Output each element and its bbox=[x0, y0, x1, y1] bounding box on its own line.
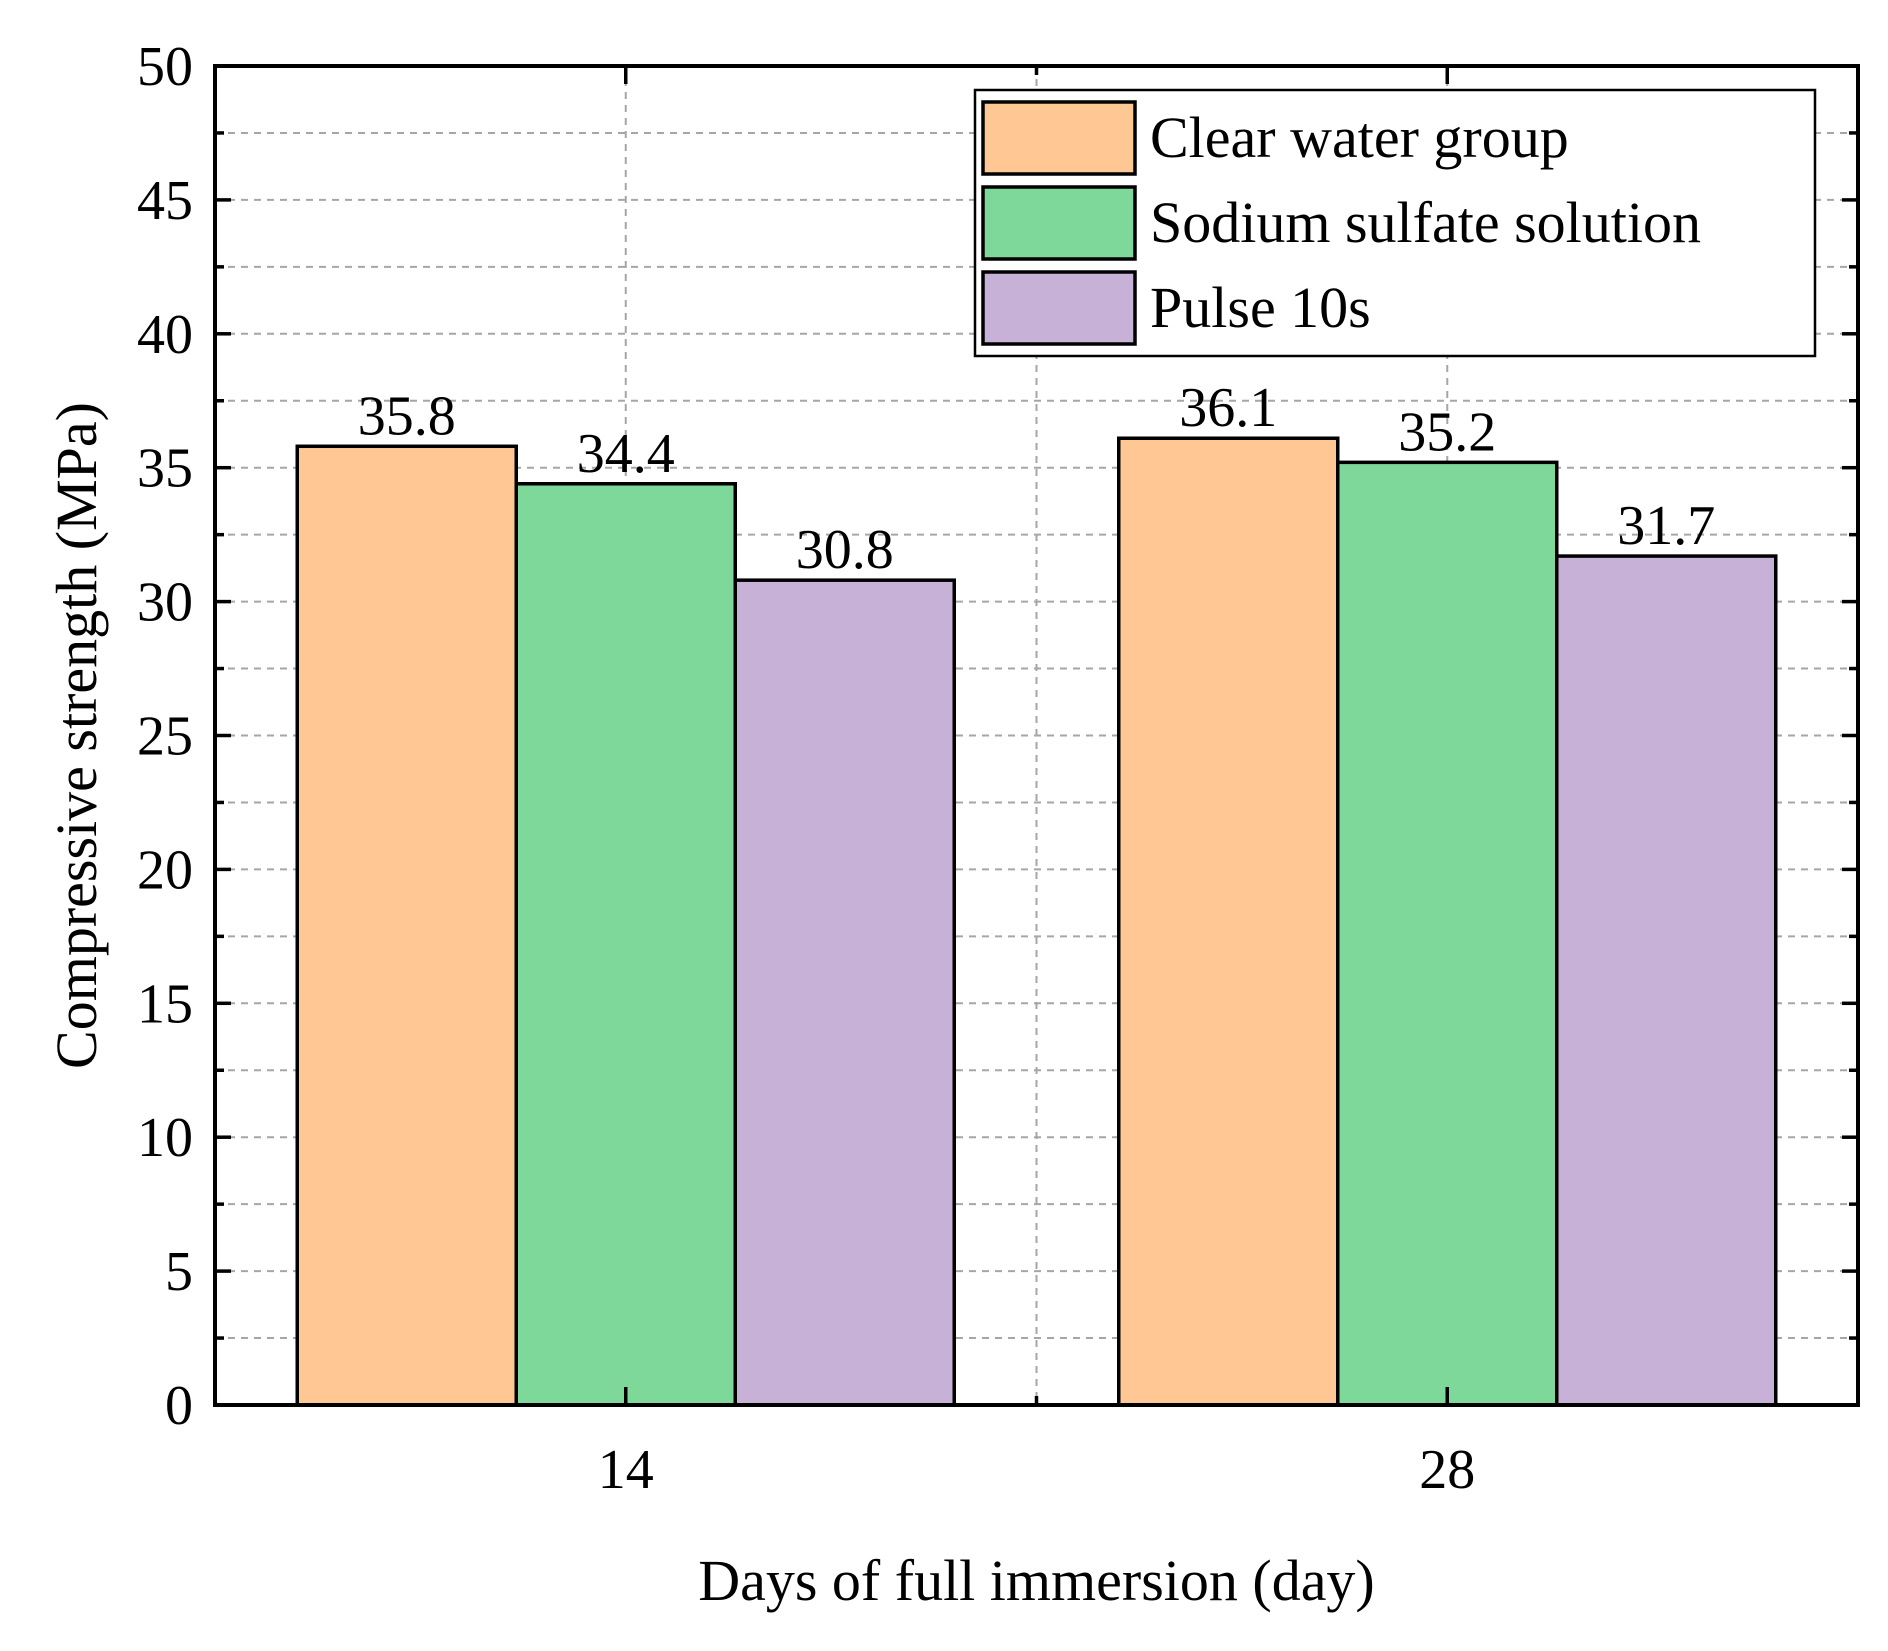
data-label: 31.7 bbox=[1617, 495, 1715, 557]
y-tick-label: 5 bbox=[165, 1241, 193, 1303]
bar bbox=[295, 444, 518, 1407]
y-tick-label: 45 bbox=[137, 170, 193, 232]
bar bbox=[1555, 554, 1778, 1407]
y-tick-label: 25 bbox=[137, 706, 193, 768]
y-tick-label: 40 bbox=[137, 304, 193, 366]
x-axis-label: Days of full immersion (day) bbox=[698, 1548, 1375, 1613]
y-axis-label: Compressive strength (MPa) bbox=[44, 402, 109, 1069]
x-tick-label: 14 bbox=[598, 1439, 654, 1501]
data-label: 35.2 bbox=[1398, 401, 1496, 463]
legend-label: Sodium sulfate solution bbox=[1150, 190, 1701, 255]
bar bbox=[1336, 460, 1559, 1407]
bar bbox=[514, 482, 737, 1407]
y-tick-label: 50 bbox=[137, 36, 193, 98]
y-tick-label: 35 bbox=[137, 438, 193, 500]
y-tick-label: 10 bbox=[137, 1107, 193, 1169]
legend-swatch bbox=[981, 270, 1137, 346]
x-tick-labels: 14 28 bbox=[598, 1439, 1476, 1501]
x-tick-label: 28 bbox=[1419, 1439, 1475, 1501]
legend-label: Clear water group bbox=[1150, 105, 1569, 170]
axis-ticks bbox=[215, 64, 1858, 1407]
bars bbox=[295, 436, 1778, 1407]
data-label: 35.8 bbox=[358, 385, 456, 447]
bar bbox=[733, 578, 956, 1407]
y-tick-label: 20 bbox=[137, 839, 193, 901]
y-tick-label: 30 bbox=[137, 572, 193, 634]
legend-label: Pulse 10s bbox=[1150, 275, 1371, 340]
y-tick-label: 0 bbox=[165, 1375, 193, 1437]
legend-swatch bbox=[981, 100, 1137, 176]
legend-swatch bbox=[981, 185, 1137, 261]
data-label: 34.4 bbox=[577, 423, 675, 485]
data-label: 36.1 bbox=[1179, 377, 1277, 439]
data-label: 30.8 bbox=[796, 519, 894, 581]
y-tick-label: 15 bbox=[137, 973, 193, 1035]
bar bbox=[1117, 436, 1340, 1407]
legend: Clear water group Sodium sulfate solution… bbox=[973, 88, 1817, 358]
data-labels: 35.8 36.1 34.4 35.2 30.8 31.7 bbox=[358, 377, 1716, 581]
y-tick-labels: 0 5 10 15 20 25 30 35 40 45 50 bbox=[137, 36, 193, 1437]
